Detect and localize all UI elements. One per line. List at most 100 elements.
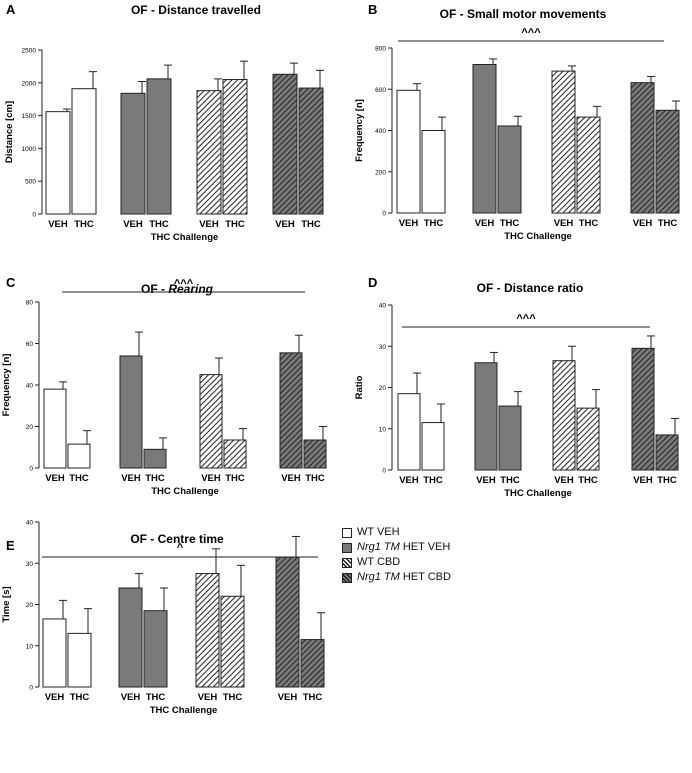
x-tick-label: THC bbox=[70, 692, 90, 703]
panel-letter: A bbox=[6, 2, 16, 17]
y-tick-label: 1000 bbox=[22, 146, 37, 153]
bar bbox=[655, 434, 679, 471]
bar bbox=[199, 374, 223, 469]
panel-letter: C bbox=[6, 275, 16, 290]
bar bbox=[195, 573, 220, 688]
bar bbox=[421, 422, 445, 471]
significance-marker: ^^^ bbox=[516, 313, 536, 325]
bar bbox=[421, 130, 446, 214]
y-tick-label: 0 bbox=[382, 468, 386, 475]
chart-title: OF - Distance travelled bbox=[131, 3, 261, 17]
x-tick-label: THC bbox=[69, 473, 89, 484]
x-tick-label: VEH bbox=[45, 473, 65, 484]
bar bbox=[472, 64, 497, 214]
y-axis-label: Frequency [n] bbox=[354, 99, 365, 162]
bar bbox=[576, 407, 600, 471]
x-tick-label: VEH bbox=[399, 475, 419, 486]
y-tick-label: 2500 bbox=[22, 48, 37, 55]
y-tick-label: 40 bbox=[379, 303, 387, 310]
significance-marker: ^^^ bbox=[174, 278, 194, 290]
panel-letter: B bbox=[368, 2, 377, 17]
bar bbox=[279, 352, 303, 469]
x-tick-label: THC bbox=[149, 219, 169, 230]
y-tick-label: 20 bbox=[26, 424, 34, 431]
chart-title: OF - Distance ratio bbox=[477, 281, 584, 295]
x-axis-label: THC Challenge bbox=[151, 486, 219, 497]
x-tick-label: VEH bbox=[201, 473, 221, 484]
bar bbox=[655, 109, 680, 214]
y-tick-label: 30 bbox=[26, 561, 34, 568]
bar bbox=[303, 439, 327, 469]
legend-swatch-wt-cbd bbox=[342, 557, 352, 568]
y-tick-label: 0 bbox=[382, 211, 386, 218]
chart-panel-e: E OF - Centre time 0 10 20 30 40 Time [s] VEH THC… bbox=[1, 520, 325, 716]
x-tick-label: THC bbox=[303, 692, 323, 703]
chart-title: OF - Small motor movements bbox=[440, 7, 607, 21]
bar bbox=[43, 388, 67, 469]
bar bbox=[143, 448, 167, 469]
legend-label: HET VEH bbox=[399, 541, 451, 553]
x-tick-label: THC bbox=[223, 692, 243, 703]
x-tick-label: VEH bbox=[121, 473, 141, 484]
x-tick-label: VEH bbox=[45, 692, 65, 703]
y-tick-label: 600 bbox=[375, 87, 386, 94]
legend-item-het-cbd: Nrg1 TM HET CBD bbox=[342, 570, 451, 585]
x-tick-label: THC bbox=[146, 692, 166, 703]
y-tick-label: 10 bbox=[26, 643, 34, 650]
bar bbox=[196, 90, 222, 215]
y-tick-label: 10 bbox=[379, 426, 387, 433]
bar bbox=[300, 639, 325, 688]
chart-panel-a: A OF - Distance travelled 0 500 1000 1500 2000… bbox=[4, 2, 324, 243]
y-axis-label: Ratio bbox=[354, 375, 365, 399]
y-tick-label: 200 bbox=[375, 169, 386, 176]
chart-panel-b: B OF - Small motor movements 0 200 400 600 800… bbox=[354, 2, 680, 242]
bar bbox=[119, 355, 143, 469]
y-tick-label: 0 bbox=[32, 212, 36, 219]
bar bbox=[298, 87, 324, 215]
y-axis-label: Time [s] bbox=[1, 586, 12, 622]
x-tick-label: VEH bbox=[633, 475, 653, 486]
bar bbox=[143, 610, 168, 688]
legend: WT VEH Nrg1 TM HET VEH WT CBD Nrg1 TM HE… bbox=[342, 525, 451, 585]
legend-swatch-het-veh bbox=[342, 542, 352, 553]
y-tick-label: 80 bbox=[26, 300, 34, 307]
x-tick-label: THC bbox=[225, 473, 245, 484]
bar bbox=[120, 92, 146, 215]
y-tick-label: 60 bbox=[26, 341, 34, 348]
legend-label-italic: Nrg1 TM bbox=[357, 571, 400, 583]
x-tick-label: VEH bbox=[475, 218, 495, 229]
y-tick-label: 500 bbox=[25, 179, 36, 186]
legend-label-italic: Nrg1 TM bbox=[357, 541, 400, 553]
y-tick-label: 400 bbox=[375, 128, 386, 135]
bar bbox=[474, 362, 498, 471]
y-tick-label: 0 bbox=[29, 685, 33, 692]
y-axis-label: Distance [cm] bbox=[4, 101, 15, 163]
bar bbox=[498, 405, 522, 471]
x-tick-label: THC bbox=[74, 219, 94, 230]
legend-label: WT CBD bbox=[357, 556, 401, 568]
legend-label: WT VEH bbox=[357, 526, 400, 538]
y-tick-label: 30 bbox=[379, 344, 387, 351]
x-axis-label: THC Challenge bbox=[504, 488, 572, 499]
significance-marker: ^^^ bbox=[521, 27, 541, 39]
bar bbox=[42, 618, 67, 688]
x-tick-label: THC bbox=[500, 475, 520, 486]
bar bbox=[146, 78, 172, 215]
bar bbox=[45, 111, 71, 215]
x-tick-label: THC bbox=[579, 218, 599, 229]
x-tick-label: THC bbox=[305, 473, 325, 484]
x-tick-label: VEH bbox=[48, 219, 68, 230]
x-axis-label: THC Challenge bbox=[151, 232, 219, 243]
bar bbox=[223, 439, 247, 469]
legend-item-wt-veh: WT VEH bbox=[342, 525, 451, 540]
chart-panel-d: D OF - Distance ratio 0 10 20 30 40 Ratio VEH THC… bbox=[354, 275, 679, 499]
x-tick-label: THC bbox=[658, 218, 678, 229]
bar bbox=[552, 360, 576, 471]
bar bbox=[630, 82, 655, 214]
x-axis-label: THC Challenge bbox=[504, 231, 572, 242]
x-tick-label: VEH bbox=[278, 692, 298, 703]
bar bbox=[631, 347, 655, 471]
x-tick-label: THC bbox=[657, 475, 677, 486]
legend-label: HET CBD bbox=[399, 571, 451, 583]
x-tick-label: VEH bbox=[121, 692, 141, 703]
